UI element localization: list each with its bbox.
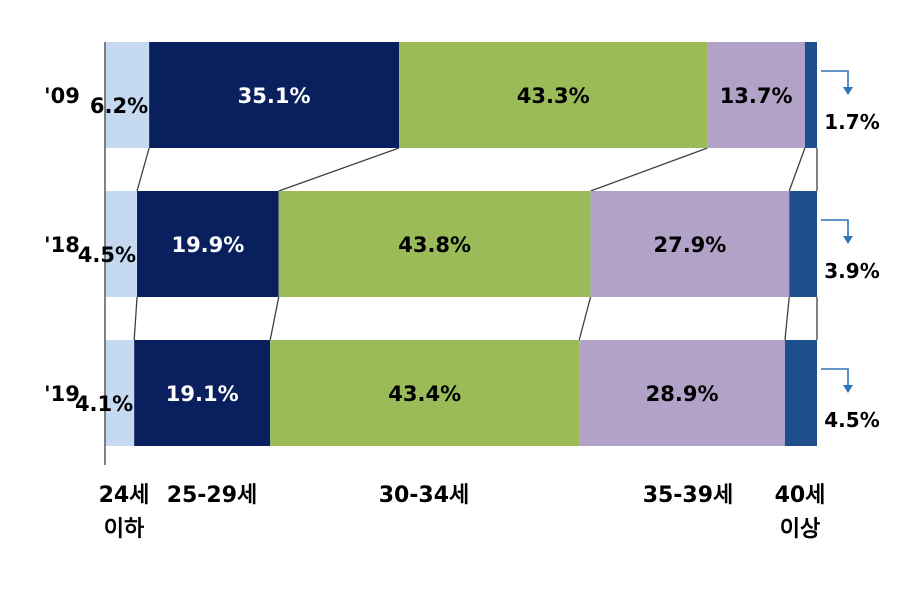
connector-line bbox=[578, 296, 592, 341]
legend-label: 25-29세 bbox=[167, 483, 258, 508]
callout-line bbox=[821, 219, 849, 242]
bar-segment bbox=[137, 191, 279, 297]
bar-segment bbox=[105, 42, 150, 148]
callout-arrowhead bbox=[843, 385, 853, 393]
legend-label: 35-39세 bbox=[643, 483, 734, 508]
legend-label: 40세 bbox=[775, 483, 826, 508]
callout-line bbox=[821, 70, 849, 93]
category-label: '09 bbox=[44, 84, 80, 108]
bar-segment bbox=[789, 191, 817, 297]
data-label: 13.7% bbox=[720, 84, 793, 108]
callout-arrowhead bbox=[843, 236, 853, 244]
bar-segment bbox=[579, 340, 785, 446]
legend-label: 24세 bbox=[99, 483, 150, 508]
category-labels: '09 '18 '19 bbox=[44, 84, 80, 406]
bar-segment bbox=[590, 191, 790, 297]
data-label: 6.2% bbox=[90, 94, 148, 118]
bar-segment bbox=[105, 191, 138, 297]
connector-line bbox=[590, 147, 708, 192]
bar-segment bbox=[707, 42, 805, 148]
bar-segment bbox=[278, 191, 591, 297]
data-label: 43.8% bbox=[398, 233, 471, 257]
data-label: 1.7% bbox=[824, 110, 879, 134]
data-label: 3.9% bbox=[824, 259, 879, 283]
bar-group bbox=[105, 42, 817, 446]
bar-segment bbox=[804, 42, 817, 148]
bar-segment bbox=[270, 340, 580, 446]
category-label: '18 bbox=[44, 233, 80, 257]
connector-line bbox=[788, 147, 806, 192]
category-label: '19 bbox=[44, 382, 80, 406]
connector-line bbox=[269, 296, 280, 341]
connector-line bbox=[784, 296, 790, 341]
connector-line bbox=[136, 147, 150, 192]
connector-line bbox=[133, 296, 138, 341]
bar-segment bbox=[399, 42, 708, 148]
bar-segment bbox=[149, 42, 400, 148]
data-label: 19.1% bbox=[166, 382, 239, 406]
bar-segment bbox=[105, 340, 135, 446]
data-labels: 6.2% 35.1% 43.3% 13.7% 1.7% 4.5% 19.9% 43.8% 27.… bbox=[75, 70, 880, 432]
data-label: 4.5% bbox=[824, 408, 879, 432]
callout-arrowhead bbox=[843, 87, 853, 95]
data-label: 43.4% bbox=[388, 382, 461, 406]
data-label: 19.9% bbox=[171, 233, 244, 257]
data-label: 4.5% bbox=[78, 243, 136, 267]
legend-label: 30-34세 bbox=[379, 483, 470, 508]
data-label: 27.9% bbox=[653, 233, 726, 257]
data-label: 43.3% bbox=[517, 84, 590, 108]
data-label: 28.9% bbox=[646, 382, 719, 406]
segment-connectors bbox=[133, 147, 818, 341]
data-label: 35.1% bbox=[238, 84, 311, 108]
legend-label: 이상 bbox=[780, 517, 820, 542]
data-label: 4.1% bbox=[75, 392, 133, 416]
connector-line bbox=[278, 147, 400, 192]
bar-segment bbox=[784, 340, 817, 446]
bar-segment bbox=[134, 340, 271, 446]
callout-line bbox=[821, 368, 849, 391]
legend-label: 이하 bbox=[104, 517, 145, 542]
